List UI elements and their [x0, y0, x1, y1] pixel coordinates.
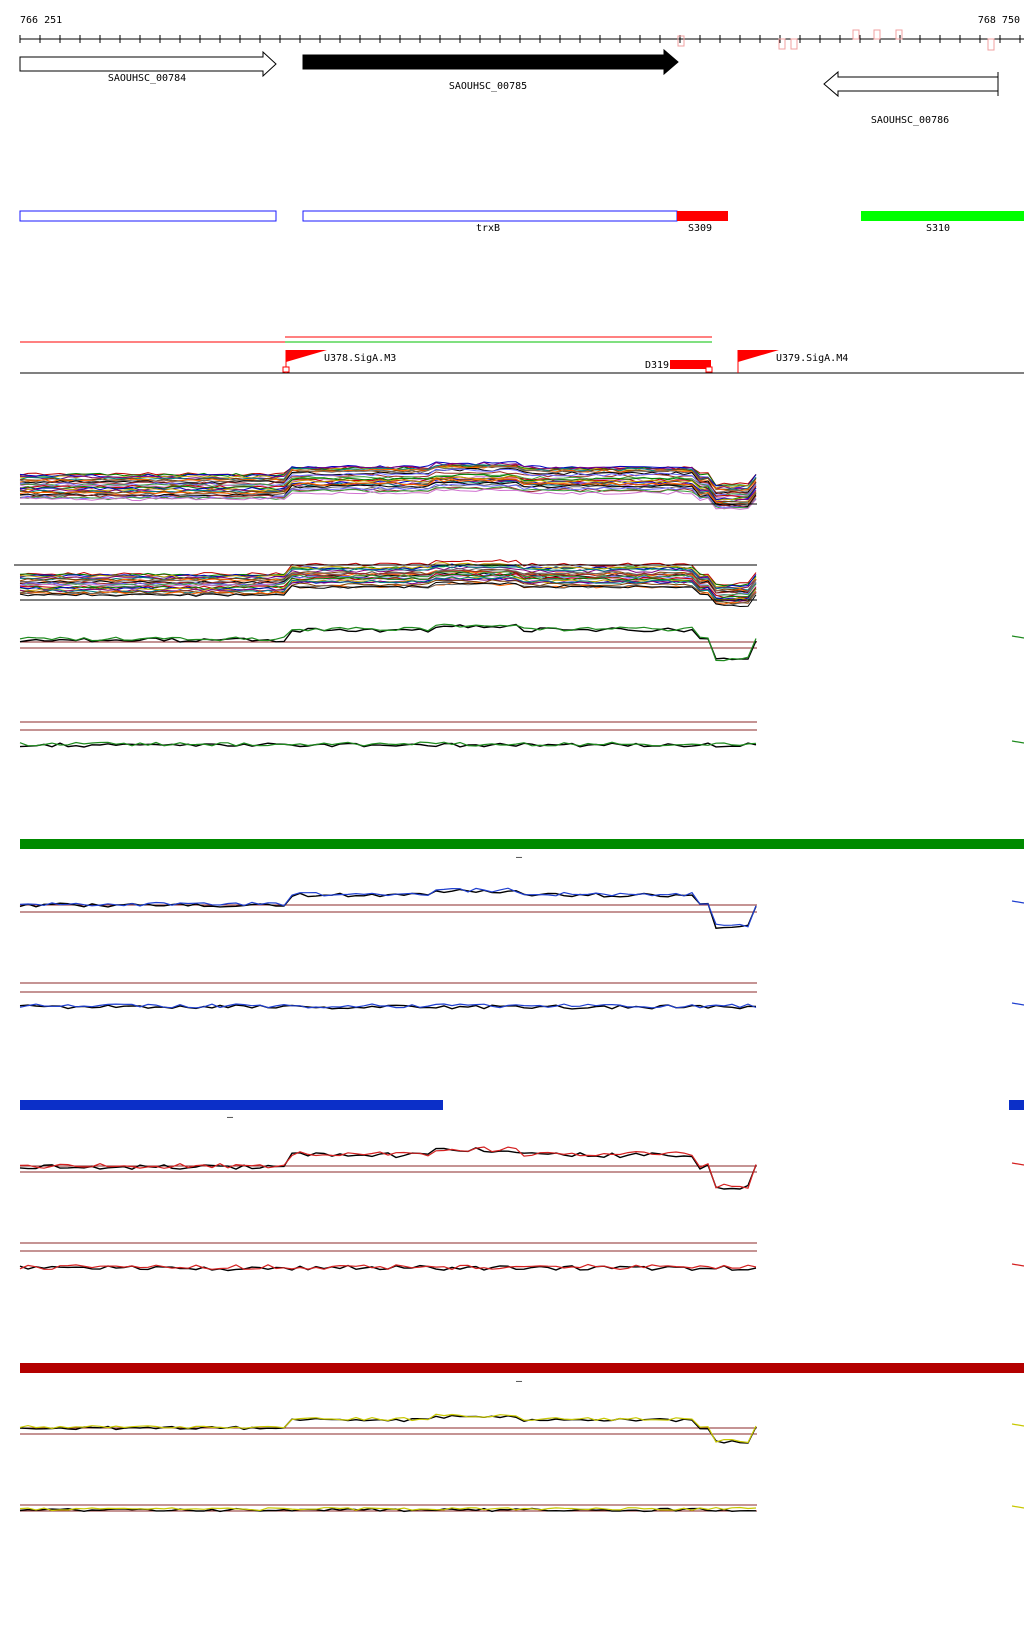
bundle-profile-line: [19, 564, 757, 591]
promoter-flag-icon[interactable]: [286, 350, 327, 362]
bundle-profile-line: [19, 464, 757, 491]
condition-bar-blue-right[interactable]: [1009, 1100, 1024, 1110]
profile-stub-right: [1011, 1505, 1024, 1509]
terminator-d319[interactable]: D319: [645, 360, 713, 373]
bundle-profile-line: [19, 582, 757, 606]
ruler-start-coordinate: 766 251: [20, 15, 62, 26]
profile-line-color: [19, 741, 757, 747]
terminator-label-d319: D319: [645, 360, 669, 371]
profile-stub-right: [1011, 900, 1024, 904]
gene-saouhsc-00785[interactable]: SAOUHSC_00785: [302, 48, 679, 92]
bundle-profile-line: [19, 464, 757, 487]
profile-track-blue-2: [19, 982, 1024, 1010]
profile-stub-right: [1011, 1263, 1024, 1267]
annotation-label-trxb: trxB: [476, 223, 500, 234]
promoter-u379[interactable]: U379.SigA.M4: [737, 350, 848, 373]
ruler-feature-mark: [790, 38, 798, 50]
profile-line-color: [19, 887, 757, 928]
condition-marker-red: –: [516, 1376, 523, 1387]
ruler-end-coordinate: 768 750: [978, 15, 1020, 26]
bundle-profile-line: [19, 473, 757, 497]
profile-stub-right: [1011, 635, 1024, 639]
profile-bundle-2: [19, 559, 757, 608]
bundle-profile-line: [19, 486, 757, 510]
promoter-u378[interactable]: U378.SigA.M3: [282, 350, 396, 373]
ruler-feature-mark: [677, 35, 685, 47]
gene-label-saouhsc-00786: SAOUHSC_00786: [871, 115, 949, 126]
profile-track-yellow-2: [19, 1504, 1024, 1513]
bundle-profile-line: [19, 478, 757, 505]
promoter-marker: [282, 366, 290, 373]
bundle-profile-line: [19, 488, 757, 510]
promoter-flag-icon[interactable]: [738, 350, 779, 362]
profile-track-red-1: [19, 1146, 1024, 1190]
profile-line-color: [19, 1506, 757, 1512]
condition-marker-blue: –: [227, 1112, 234, 1123]
profile-stub-right: [1011, 1423, 1024, 1427]
ruler-feature-mark: [895, 29, 903, 40]
profile-track-red-2: [19, 1242, 1024, 1272]
ruler-feature-mark: [778, 38, 786, 50]
profile-line-color: [19, 1146, 757, 1189]
gene-arrow-saouhsc-00786[interactable]: [823, 70, 999, 98]
promoter-label-u378: U378.SigA.M3: [324, 353, 396, 364]
annotation-label-s310: S310: [926, 223, 950, 234]
profile-track-green-2: [19, 721, 1024, 748]
profile-line-color: [19, 1003, 757, 1009]
coordinate-ruler: 766 251 768 750: [19, 15, 1024, 51]
ruler-feature-mark: [873, 29, 881, 40]
bundle-profile-line: [19, 467, 757, 495]
profile-stub-right: [1011, 1002, 1024, 1006]
profile-track-yellow-1: [19, 1413, 1024, 1444]
ruler-pink-marks: [677, 29, 995, 51]
ruler-feature-mark: [852, 29, 860, 40]
profile-line-color: [19, 623, 757, 662]
condition-bars: – – –: [20, 839, 1024, 1387]
annotation-box-s309[interactable]: [677, 211, 728, 221]
bundle-profile-line: [19, 579, 757, 605]
bundle-profile-line: [19, 483, 757, 509]
gene-arrow-saouhsc-00785[interactable]: [302, 48, 679, 76]
profile-line-color: [19, 1413, 757, 1444]
condition-marker-green: –: [516, 852, 523, 863]
regulatory-track: U378.SigA.M3 D319 U379.SigA.M4: [20, 336, 1024, 374]
promoter-label-u379: U379.SigA.M4: [776, 353, 848, 364]
profile-line-black: [19, 1147, 757, 1190]
gene-label-saouhsc-00784: SAOUHSC_00784: [108, 73, 186, 84]
terminator-box-d319[interactable]: [670, 360, 711, 369]
annotation-label-s309: S309: [688, 223, 712, 234]
bundle-profile-line: [19, 576, 757, 604]
gene-arrow-saouhsc-00784[interactable]: [19, 50, 277, 78]
expression-profiles: [14, 461, 1024, 1513]
ruler-ticks: [19, 35, 1021, 43]
annotation-box-s310[interactable]: [861, 211, 1024, 221]
terminator-marker: [705, 366, 713, 373]
gene-track: SAOUHSC_00784 SAOUHSC_00785 SAOUHSC_0078…: [19, 48, 999, 126]
gene-saouhsc-00784[interactable]: SAOUHSC_00784: [19, 50, 277, 84]
profile-stub-right: [1011, 740, 1024, 744]
condition-bar-red[interactable]: [20, 1363, 1024, 1373]
annotation-box-trxb[interactable]: [302, 210, 678, 222]
condition-bar-blue-left[interactable]: [20, 1100, 443, 1110]
annotation-box-left[interactable]: [19, 210, 277, 222]
gene-saouhsc-00786[interactable]: SAOUHSC_00786: [823, 70, 999, 126]
profile-track-blue-1: [19, 887, 1024, 929]
profile-track-green-1: [19, 623, 1024, 662]
profile-stub-right: [1011, 1162, 1024, 1166]
profile-bundle-1: [19, 461, 757, 510]
bundle-profile-line: [19, 473, 757, 500]
bundle-profile-line: [19, 581, 757, 608]
condition-bar-green[interactable]: [20, 839, 1024, 849]
profile-line-color: [19, 1263, 757, 1271]
ruler-feature-mark: [987, 38, 995, 51]
annotation-track: trxB S309 S310: [19, 210, 1024, 234]
gene-label-saouhsc-00785: SAOUHSC_00785: [449, 81, 527, 92]
